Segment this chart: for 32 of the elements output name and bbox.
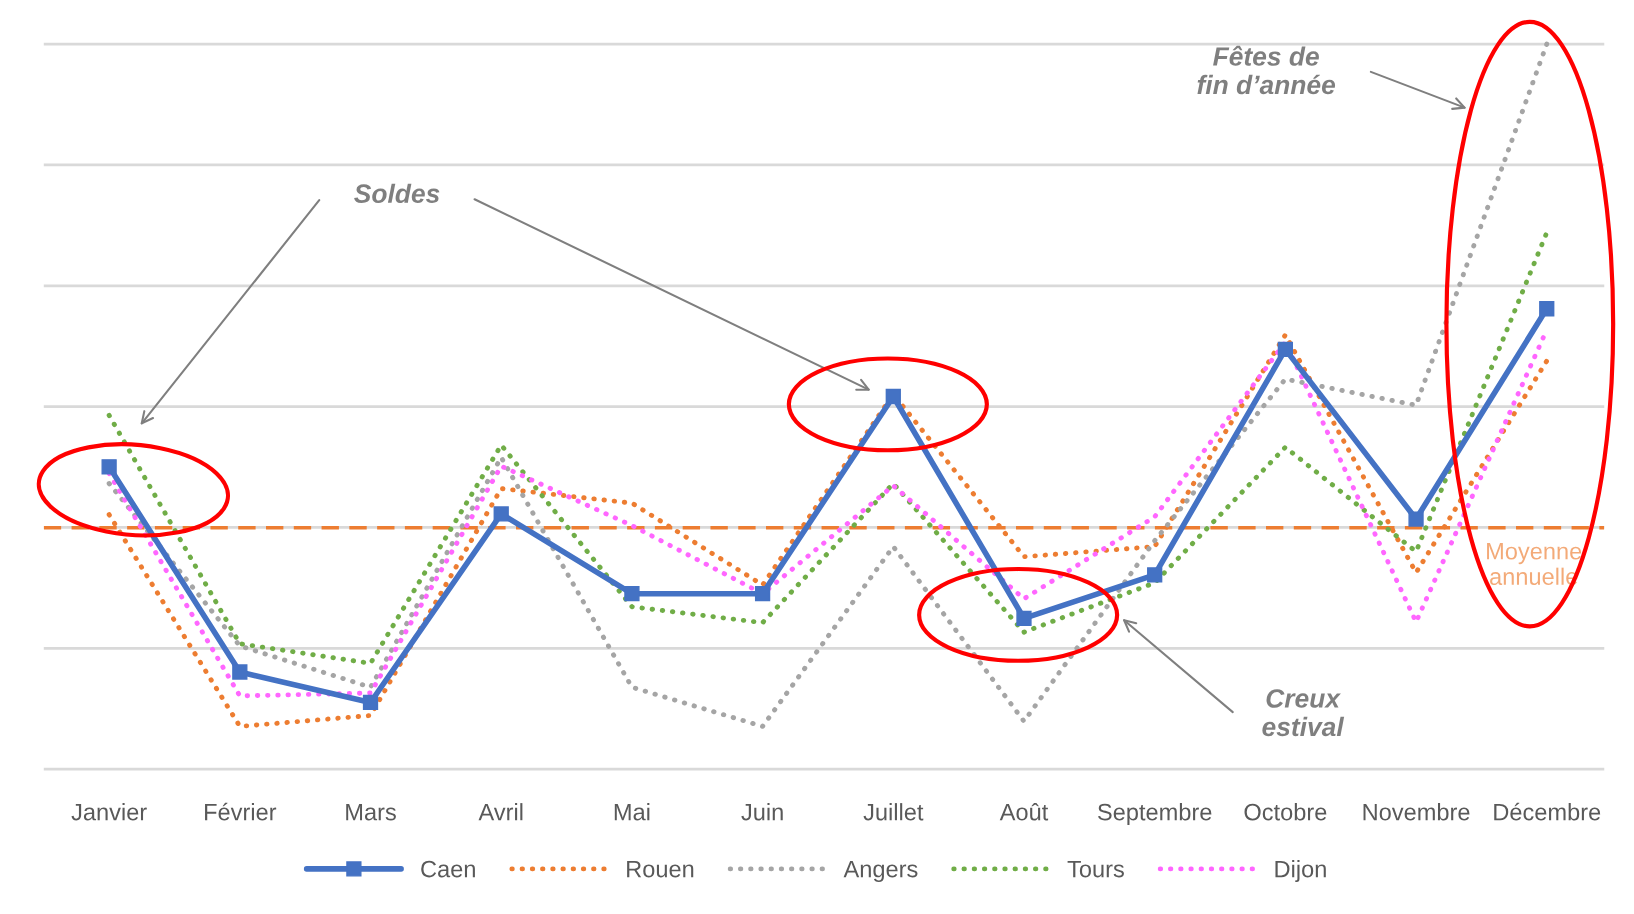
point — [1277, 341, 1294, 357]
x-tick-label: Décembre — [1494, 802, 1601, 821]
x-tick-label: Mai — [614, 803, 650, 821]
x-tick-label: Avril — [478, 803, 523, 821]
legend-label: Dijon — [1275, 860, 1326, 883]
annotation: Fêtes de fin d’année — [1197, 45, 1336, 95]
x-tick-label: Juin — [741, 803, 783, 821]
point — [362, 694, 379, 711]
x-tick-label: Juillet — [863, 803, 924, 821]
legend-label: Tours — [1067, 860, 1124, 878]
legend-label: Angers — [843, 860, 918, 883]
annotation: Soldes — [354, 183, 440, 204]
x-tick-label: Septembre — [1098, 803, 1212, 826]
point — [1539, 301, 1555, 317]
x-tick-label: Novembre — [1363, 803, 1470, 821]
point — [1147, 567, 1163, 583]
point — [1016, 610, 1032, 626]
legend-label: Caen — [421, 860, 475, 878]
point — [493, 506, 509, 522]
point — [754, 586, 771, 602]
point — [624, 586, 640, 602]
x-tick-label: Mars — [346, 803, 396, 821]
point — [1408, 511, 1424, 527]
x-tick-label: Août — [999, 803, 1049, 821]
x-tick-label: Janvier — [71, 803, 147, 821]
annotation: Creux estival — [1262, 689, 1345, 737]
point — [885, 388, 901, 405]
point — [101, 459, 117, 475]
x-tick-label: Octobre — [1244, 803, 1327, 821]
point — [232, 664, 248, 680]
x-tick-label: Février — [205, 802, 277, 821]
legend-label: Rouen — [627, 860, 694, 878]
